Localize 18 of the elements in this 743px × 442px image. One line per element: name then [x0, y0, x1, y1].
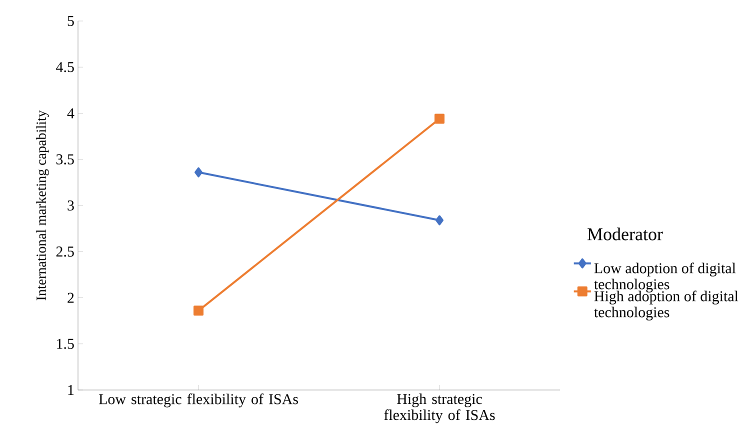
x-tick-label: High strategic flexibility of ISAs — [384, 394, 495, 424]
point — [434, 114, 445, 124]
point — [194, 167, 203, 178]
x-tick-label: Low strategic flexibility of ISAs — [98, 394, 298, 408]
y-tick-label: 4 — [67, 108, 74, 118]
y-tick-label: 2.5 — [56, 246, 74, 257]
legend-label: High adoption of digital technologies — [594, 290, 738, 320]
y-tick-label: 1 — [68, 385, 74, 395]
y-tick-label: 1.5 — [57, 338, 74, 349]
point — [194, 306, 204, 316]
legend-title: Moderator — [588, 228, 663, 240]
y-tick-label: 5 — [68, 16, 74, 26]
y-tick-label: 4.5 — [56, 62, 74, 72]
point — [436, 215, 444, 226]
y-tick-label: 3.5 — [56, 154, 74, 164]
y-axis-title: International marketing capability — [36, 110, 49, 300]
y-tick-label: 3 — [68, 200, 74, 211]
y-tick-label: 2 — [68, 292, 74, 303]
